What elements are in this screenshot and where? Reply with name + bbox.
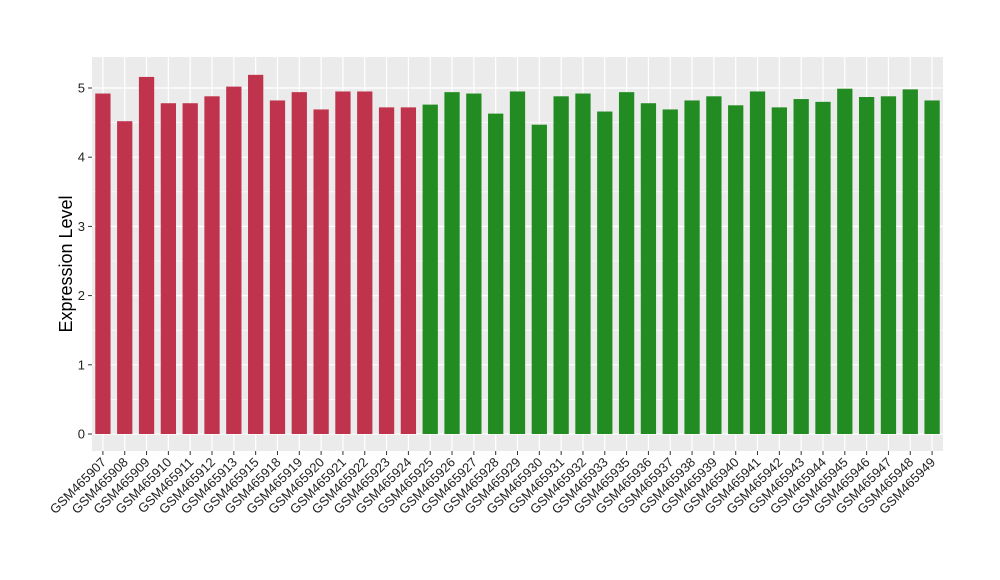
bar-GSM465909 — [138, 76, 155, 434]
bar-GSM465939 — [706, 96, 722, 434]
bar-GSM465944 — [815, 101, 831, 434]
y-tick-label: 1 — [78, 357, 85, 372]
y-tick-label: 5 — [78, 81, 85, 96]
bar-GSM465929 — [509, 91, 526, 435]
bar-GSM465937 — [662, 109, 678, 435]
bar-GSM465915 — [248, 74, 264, 435]
bar-GSM465948 — [902, 89, 918, 434]
y-tick-label: 4 — [78, 150, 85, 165]
bar-GSM465941 — [749, 91, 766, 435]
bar-GSM465923 — [378, 107, 395, 434]
bar-GSM465920 — [313, 109, 329, 435]
bar-GSM465924 — [400, 107, 417, 434]
bar-GSM465911 — [182, 103, 198, 434]
bar-GSM465932 — [575, 93, 591, 434]
y-tick-label: 0 — [78, 427, 85, 442]
bar-GSM465913 — [226, 86, 242, 434]
bar-GSM465943 — [793, 99, 809, 435]
bar-GSM465926 — [444, 92, 460, 434]
bar-GSM465908 — [117, 121, 133, 434]
bars — [95, 74, 940, 435]
bar-GSM465946 — [858, 96, 875, 434]
bar-GSM465940 — [728, 105, 744, 435]
bar-GSM465933 — [597, 111, 613, 434]
bar-GSM465947 — [880, 96, 897, 434]
bar-GSM465949 — [924, 100, 940, 435]
bar-GSM465927 — [466, 93, 482, 434]
bar-GSM465919 — [291, 92, 307, 434]
bar-GSM465938 — [684, 100, 700, 435]
bar-GSM465936 — [640, 103, 657, 434]
bar-GSM465942 — [771, 107, 787, 434]
x-axis-ticks: GSM465907GSM465908GSM465909GSM465910GSM4… — [47, 451, 938, 517]
y-axis-title: Expression Level — [56, 195, 76, 332]
y-tick-label: 2 — [78, 288, 85, 303]
bar-GSM465930 — [531, 124, 547, 435]
bar-GSM465931 — [553, 96, 569, 434]
bar-GSM465928 — [488, 113, 504, 434]
bar-GSM465925 — [422, 104, 438, 434]
bar-GSM465912 — [204, 96, 220, 434]
bar-GSM465921 — [335, 91, 351, 435]
bar-GSM465907 — [95, 93, 111, 434]
bar-GSM465910 — [160, 103, 177, 434]
bar-GSM465918 — [269, 100, 286, 435]
bar-GSM465945 — [837, 88, 853, 434]
y-tick-label: 3 — [78, 219, 85, 234]
bar-GSM465922 — [357, 91, 373, 435]
bar-GSM465935 — [618, 92, 635, 434]
y-axis-ticks: 0 1 2 3 4 5 — [78, 81, 92, 442]
